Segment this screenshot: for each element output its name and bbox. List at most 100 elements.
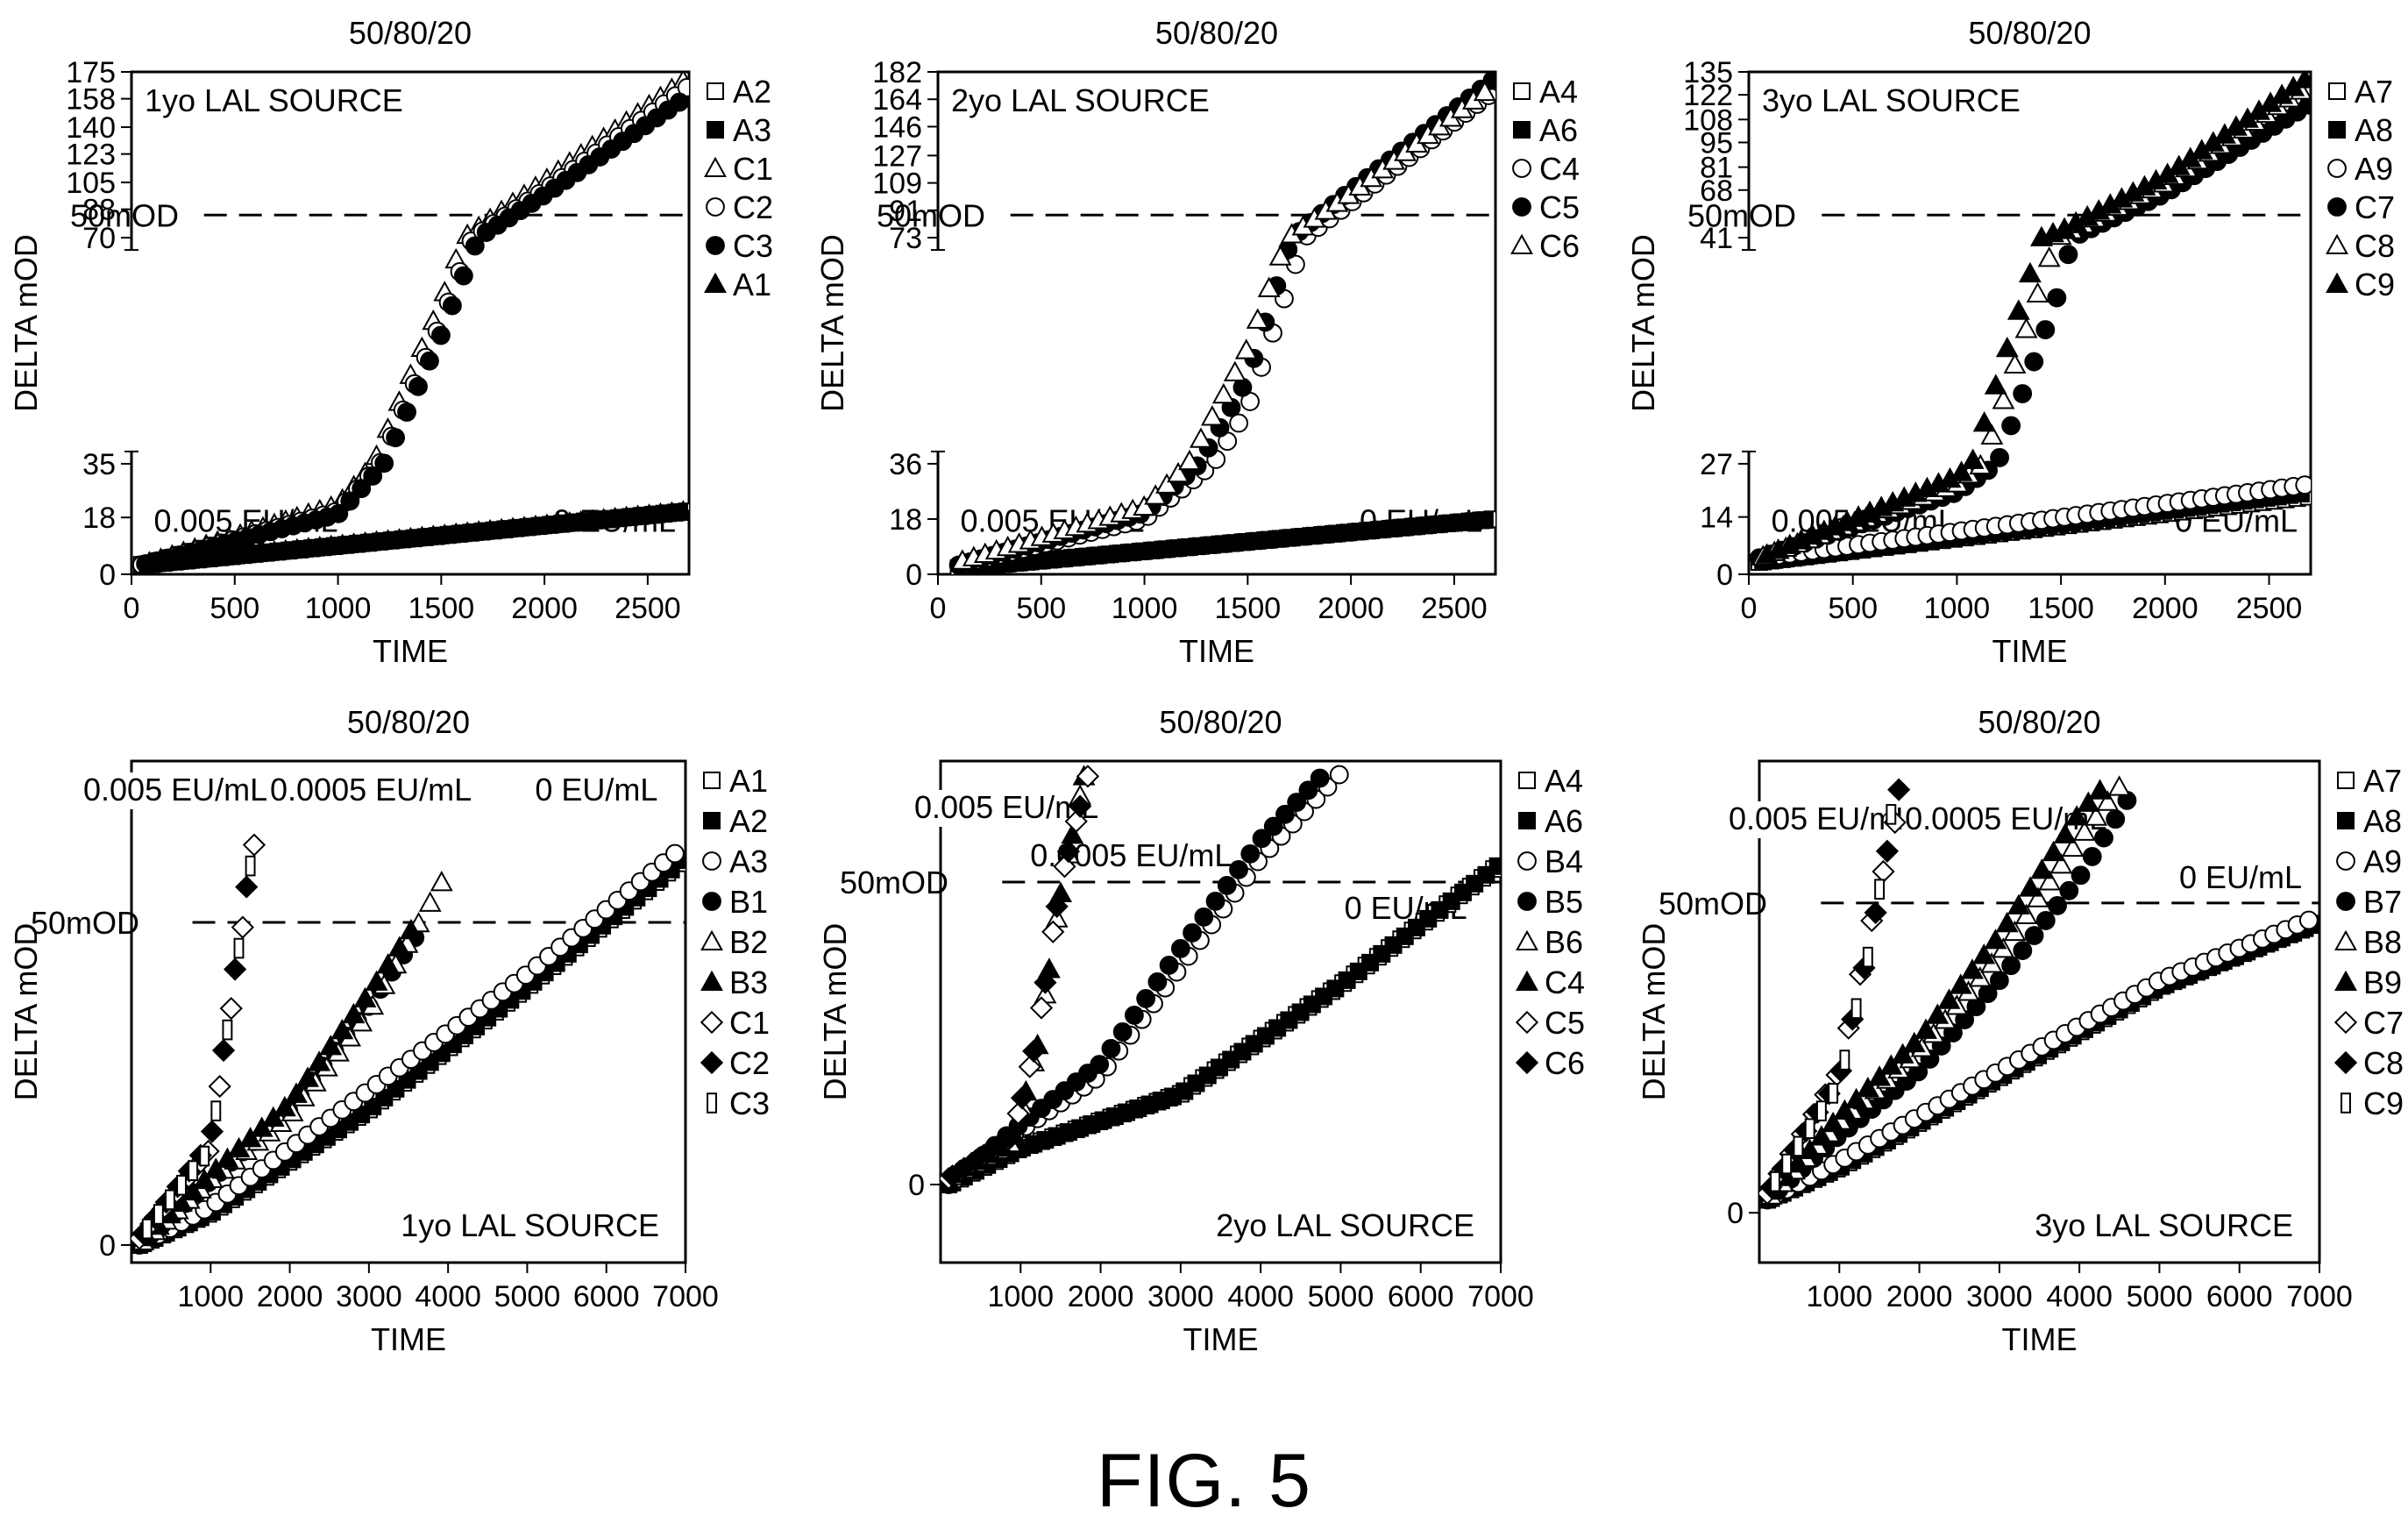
group-annotation: 0.0005 EU/mL (270, 772, 472, 808)
data-point-b9 (1856, 1076, 1879, 1098)
data-point-c9 (1804, 1118, 1815, 1140)
axis-break (933, 250, 943, 452)
data-point-b9 (1868, 1065, 1892, 1086)
legend-label: A6 (1545, 803, 1583, 839)
data-point-b9 (1937, 988, 1961, 1009)
data-point-b5 (1275, 804, 1295, 824)
x-tick-label: 1500 (2028, 592, 2094, 625)
x-tick-label: 2000 (1886, 1280, 1953, 1313)
data-point-b9 (1786, 1152, 1810, 1173)
data-point-c3 (431, 325, 451, 345)
y-axis-label: DELTA mOD (817, 923, 853, 1101)
data-point-b5 (1194, 907, 1214, 927)
data-point-c6 (1200, 405, 1224, 426)
x-tick-label: 7000 (2286, 1280, 2353, 1313)
data-point-b9 (1844, 1087, 1868, 1109)
x-tick-label: 6000 (2206, 1280, 2273, 1313)
data-point-c3 (188, 1160, 199, 1181)
data-point-c3 (453, 266, 473, 286)
x-tick-label: 0 (124, 592, 140, 625)
data-point-c6 (1473, 80, 1495, 102)
data-point-c3 (374, 453, 394, 473)
legend-marker (702, 892, 721, 911)
data-point-b5 (1136, 989, 1156, 1008)
data-point-b8 (2038, 870, 2062, 891)
legend-label: B1 (729, 884, 768, 920)
data-point-c9 (1770, 1171, 1780, 1192)
data-point-c8 (2003, 352, 2027, 374)
legend-label: A4 (1545, 763, 1583, 799)
data-point-b5 (1252, 829, 1272, 849)
x-tick-label: 1000 (305, 592, 372, 625)
chart-title: 50/80/20 (1978, 704, 2100, 740)
legend-label: B4 (1545, 843, 1583, 879)
data-point-b9 (1926, 1003, 1950, 1024)
legend-marker (2334, 929, 2357, 950)
data-point-c9 (1850, 998, 1862, 1020)
y-tick-label: 105 (66, 167, 116, 200)
x-tick-label: 2500 (2236, 592, 2303, 625)
chart-panel: 50/80/20 0 1000 2000 3000 4000 5000 6000 7000 TIM… (1636, 704, 2404, 1357)
data-point-c6 (1045, 894, 1069, 919)
annotation-backdrop (541, 772, 665, 809)
data-point-c9 (1815, 1100, 1827, 1121)
data-point-c6 (1268, 245, 1292, 266)
legend-label: C7 (2355, 189, 2395, 225)
plot-frame (130, 759, 687, 1264)
y-axis-label: DELTA mOD (8, 923, 44, 1101)
data-point-c5 (1232, 377, 1253, 397)
y-tick-label: 123 (66, 139, 116, 172)
plot-frame (1758, 759, 2321, 1264)
data-point-b5 (1310, 768, 1330, 788)
chart-title: 50/80/20 (349, 15, 472, 51)
data-point-b9 (2007, 893, 2030, 914)
data-point-c9 (2007, 299, 2030, 320)
data-point-c5 (1041, 920, 1065, 943)
data-point-b3 (330, 1018, 354, 1040)
y-tick-label: 182 (872, 56, 922, 89)
legend-label: A1 (733, 267, 771, 302)
data-point-b9 (1809, 1125, 1833, 1146)
legend-label: A6 (1539, 112, 1578, 148)
legend-label: C4 (1545, 964, 1585, 1000)
y-tick-label: 158 (66, 83, 116, 117)
data-point-c3 (329, 503, 349, 523)
y-tick-label: 146 (872, 110, 922, 144)
legend-marker (707, 121, 724, 139)
data-point-c9 (1781, 1153, 1793, 1175)
data-point-b3 (181, 1179, 205, 1201)
legend-marker (2326, 233, 2348, 254)
data-point-b9 (1961, 958, 1984, 979)
y-tick-label: 68 (1700, 174, 1733, 208)
data-point-b9 (2019, 876, 2042, 897)
legend-label: C2 (733, 189, 773, 225)
data-point-c7 (1990, 448, 2009, 467)
data-point-b7 (2082, 847, 2102, 866)
data-point-c3 (245, 855, 256, 877)
threshold-label: 50mOD (1687, 197, 1796, 233)
legend-label: C8 (2363, 1045, 2404, 1081)
legend-marker (2336, 851, 2355, 871)
data-point-b9 (2077, 791, 2100, 812)
y-tick-label: 164 (872, 83, 922, 117)
legend-label: A7 (2355, 74, 2393, 110)
legend-marker (1515, 1050, 1539, 1075)
data-point-a6 (1488, 857, 1501, 875)
data-point-a6 (1475, 511, 1494, 530)
data-point-c3 (408, 376, 428, 396)
x-tick-label: 500 (210, 592, 259, 625)
plot-frame (939, 759, 1502, 1264)
x-tick-label: 4000 (2046, 1280, 2113, 1313)
axis-break (126, 250, 137, 452)
y-tick-label: 91 (889, 195, 922, 228)
data-point-b3 (238, 1127, 262, 1148)
legend-marker (706, 197, 725, 217)
x-tick-label: 500 (1016, 592, 1066, 625)
data-point-c6 (1010, 1086, 1034, 1110)
x-tick-label: 6000 (573, 1280, 640, 1313)
legend-label: C3 (729, 1085, 770, 1121)
data-point-b7 (2059, 880, 2079, 900)
axis-break (1744, 250, 1754, 452)
data-point-c2 (224, 957, 247, 981)
